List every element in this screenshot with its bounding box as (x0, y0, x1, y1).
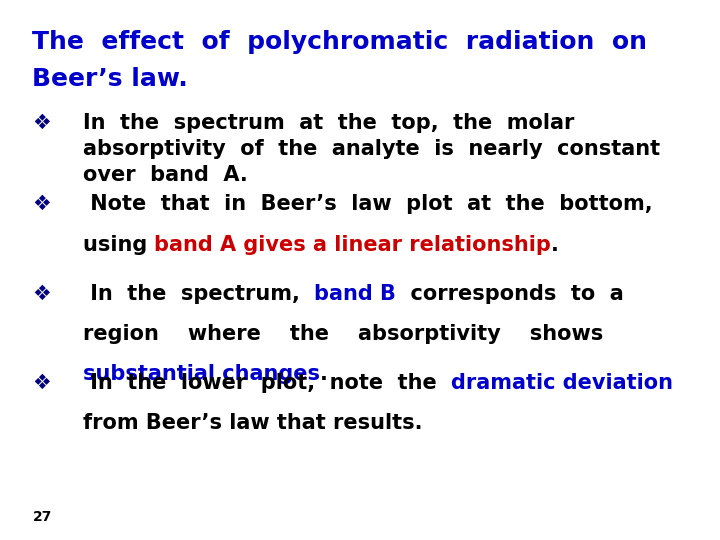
Text: 27: 27 (32, 510, 52, 524)
Text: In  the  lower  plot,  note  the: In the lower plot, note the (83, 373, 451, 393)
Text: Note  that  in  Beer’s  law  plot  at  the  bottom,: Note that in Beer’s law plot at the bott… (83, 194, 652, 214)
Text: In  the  spectrum  at  the  top,  the  molar
absorptivity  of  the  analyte  is : In the spectrum at the top, the molar ab… (83, 113, 660, 185)
Text: .: . (320, 364, 328, 384)
Text: The  effect  of  polychromatic  radiation  on: The effect of polychromatic radiation on (32, 30, 647, 53)
Text: In  the  spectrum,: In the spectrum, (83, 284, 314, 303)
Text: from Beer’s law that results.: from Beer’s law that results. (83, 413, 423, 433)
Text: ❖: ❖ (32, 373, 51, 393)
Text: using: using (83, 235, 154, 255)
Text: band B: band B (314, 284, 396, 303)
Text: dramatic deviation: dramatic deviation (451, 373, 673, 393)
Text: ❖: ❖ (32, 284, 51, 303)
Text: corresponds  to  a: corresponds to a (396, 284, 624, 303)
Text: ❖: ❖ (32, 194, 51, 214)
Text: region    where    the    absorptivity    shows: region where the absorptivity shows (83, 324, 603, 344)
Text: Beer’s law.: Beer’s law. (32, 68, 188, 91)
Text: ❖: ❖ (32, 113, 51, 133)
Text: band A gives a linear relationship: band A gives a linear relationship (154, 235, 552, 255)
Text: .: . (552, 235, 559, 255)
Text: substantial changes: substantial changes (83, 364, 320, 384)
